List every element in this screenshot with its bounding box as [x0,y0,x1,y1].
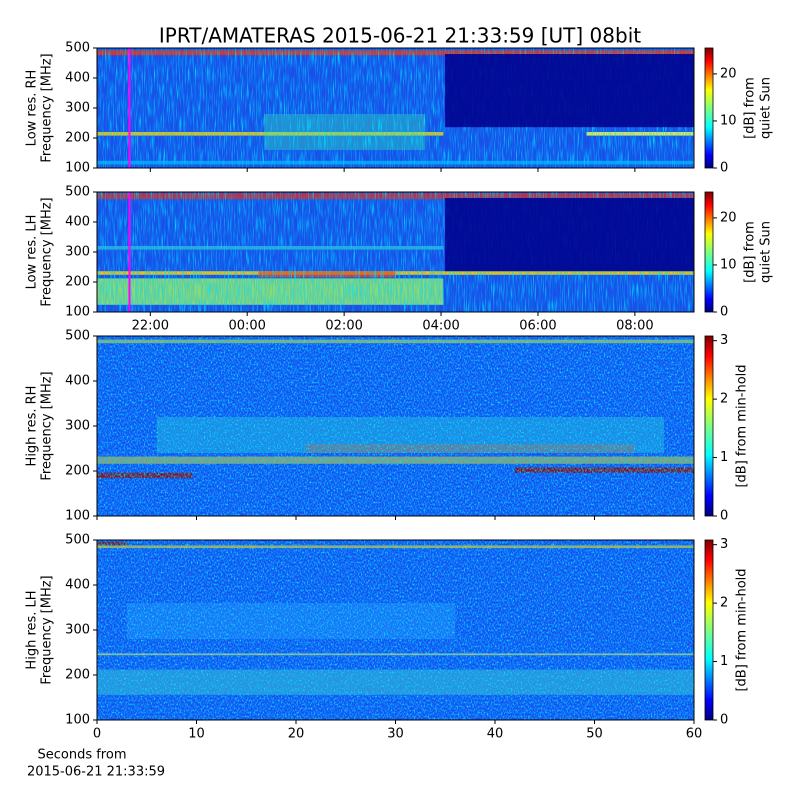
y-axis-label: Frequency [MHz] [40,53,55,162]
colorbar-tick-label: 1 [720,450,728,465]
y-axis-label: Low res. RH [25,70,40,147]
y-axis-label: Low res. LH [25,215,40,290]
colorbar-tick-label: 1 [720,654,728,669]
x-tick-label: 22:00 [132,319,169,334]
x-tick-label: 10 [188,727,205,742]
colorbar-tick-label: 20 [720,66,737,81]
colorbar-tick-label: 0 [720,161,728,176]
x-tick-label: 40 [487,727,504,742]
colorbar-tick-label: 0 [720,509,728,524]
y-tick-label: 400 [65,374,90,389]
y-tick-label: 200 [65,464,90,479]
chart-title: IPRT/AMATERAS 2015-06-21 21:33:59 [UT] 0… [159,24,641,48]
y-tick-label: 400 [65,71,90,86]
colorbar-tick-label: 0 [720,305,728,320]
colorbar [704,47,714,169]
x-tick-label: 06:00 [519,319,556,334]
x-tick-label: 30 [387,727,404,742]
y-tick-label: 500 [65,41,90,56]
x-axis-label: Seconds from [37,748,126,763]
heatmap-noise [97,540,694,720]
colorbar-label: [dB] from min-hold [735,568,750,691]
x-tick-label: 0 [93,727,101,742]
colorbar-tick-label: 2 [720,596,728,611]
panel: 100 200 300 400 500 High res. RH Frequency [MH… [25,329,750,524]
x-tick-label: 08:00 [616,319,653,334]
x-tick-label: 60 [686,727,703,742]
colorbar-label: quiet Sun [759,221,774,283]
colorbar-label: [dB] from min-hold [735,364,750,487]
colorbar-tick-label: 3 [720,333,728,348]
colorbar-label: quiet Sun [759,77,774,139]
y-tick-label: 300 [65,419,90,434]
colorbar [704,539,714,721]
y-axis-label: Frequency [MHz] [40,371,55,480]
y-tick-label: 300 [65,101,90,116]
colorbar-tick-label: 10 [720,113,737,128]
y-axis-label: High res. RH [25,386,40,467]
y-tick-label: 400 [65,578,90,593]
heatmap-quiet-region [445,198,694,272]
y-tick-label: 100 [65,509,90,524]
y-tick-label: 500 [65,533,90,548]
heatmap-quiet-region [445,54,694,128]
x-tick-label: 00:00 [228,319,265,334]
x-tick-label: 04:00 [422,319,459,334]
heatmap-noise [97,336,694,516]
y-tick-label: 200 [65,668,90,683]
y-axis-label: High res. LH [25,590,40,669]
y-tick-label: 200 [65,275,90,290]
x-tick-label: 20 [288,727,305,742]
x-tick-label: 50 [586,727,603,742]
colorbar-tick-label: 10 [720,257,737,272]
colorbar [704,191,714,313]
y-tick-label: 300 [65,245,90,260]
x-axis-label: 2015-06-21 21:33:59 [27,765,165,780]
colorbar-tick-label: 0 [720,713,728,728]
colorbar-label: [dB] from [743,221,758,283]
y-tick-label: 300 [65,623,90,638]
colorbar-tick-label: 20 [720,210,737,225]
colorbar-label: [dB] from [743,77,758,139]
y-tick-label: 500 [65,329,90,344]
y-tick-label: 100 [65,305,90,320]
y-axis-label: Frequency [MHz] [40,575,55,684]
y-axis-label: Frequency [MHz] [40,197,55,306]
x-tick-label: 02:00 [325,319,362,334]
y-tick-label: 400 [65,215,90,230]
colorbar-tick-label: 3 [720,537,728,552]
colorbar [704,335,714,517]
y-tick-label: 100 [65,713,90,728]
y-tick-label: 500 [65,185,90,200]
y-tick-label: 200 [65,131,90,146]
y-tick-label: 100 [65,161,90,176]
colorbar-tick-label: 2 [720,392,728,407]
